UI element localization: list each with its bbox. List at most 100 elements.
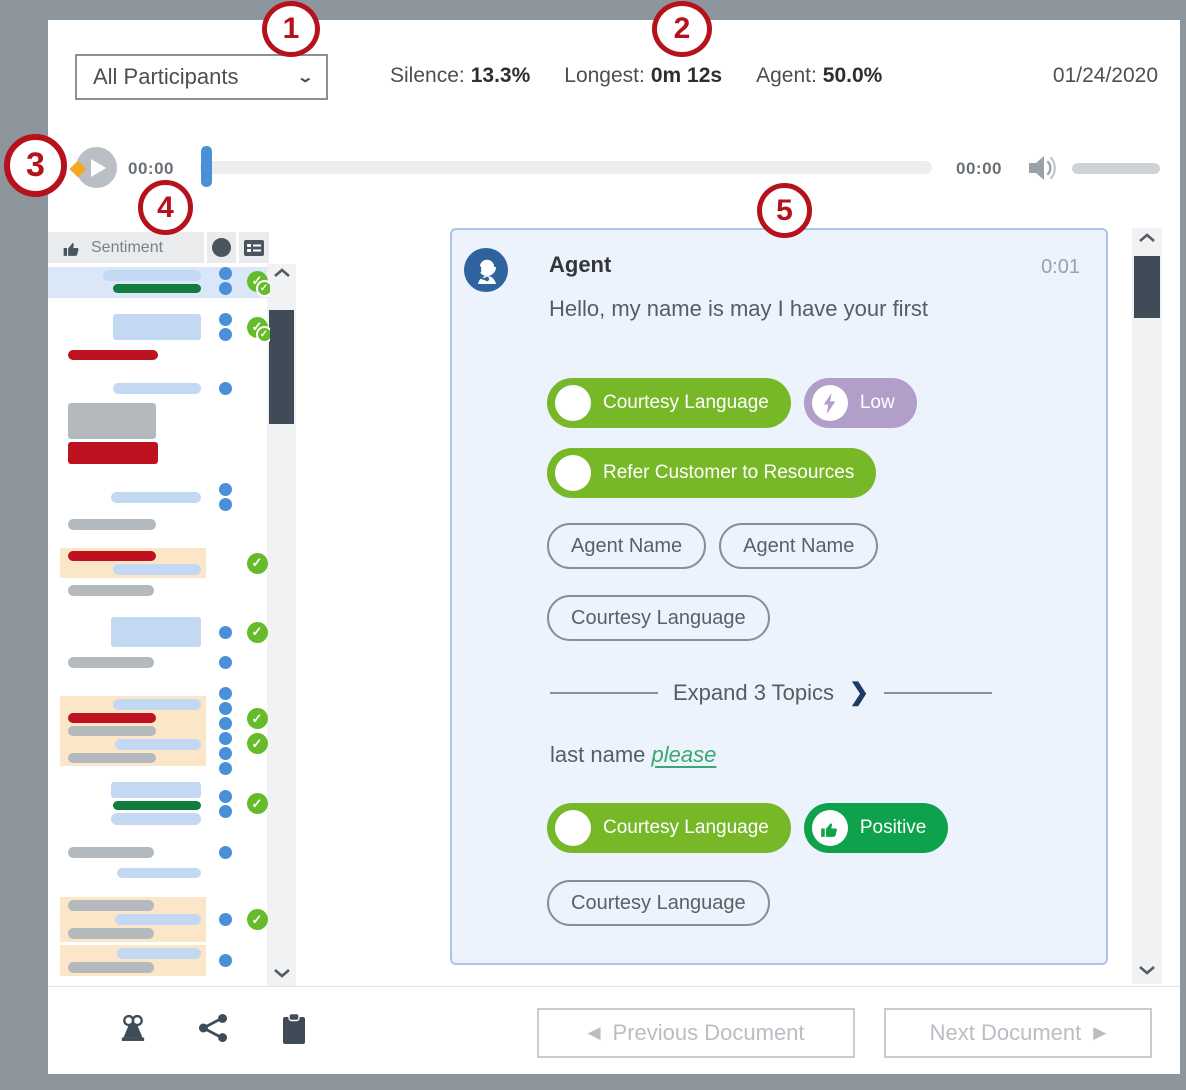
scroll-up-icon[interactable] xyxy=(267,266,296,284)
speaker-dot-icon[interactable] xyxy=(218,313,232,326)
sentiment-row[interactable]: ✓ xyxy=(48,780,270,827)
audio-position-marker[interactable] xyxy=(201,146,212,187)
sentiment-row[interactable] xyxy=(48,654,270,670)
speaker-dot-icon[interactable] xyxy=(218,747,232,760)
tag-label: Low xyxy=(859,392,895,413)
total-time: 00:00 xyxy=(956,159,1002,178)
speaker-dot-icon[interactable] xyxy=(218,845,232,859)
scroll-down-icon[interactable] xyxy=(1132,963,1162,981)
sentiment-bars xyxy=(48,312,206,342)
speaker-dot-icon[interactable] xyxy=(218,804,232,818)
tag-positive[interactable]: Positive xyxy=(803,803,949,853)
speaker-dot-icon[interactable] xyxy=(218,498,232,511)
tag-courtesy-language[interactable]: ✓ Courtesy Language xyxy=(547,803,791,853)
transcript-scrollbar[interactable] xyxy=(1132,228,1162,984)
previous-document-button[interactable]: ◀ Previous Document xyxy=(537,1008,855,1058)
sentiment-row[interactable] xyxy=(48,865,270,881)
sentiment-bars xyxy=(48,517,206,532)
speaker-dot-icon[interactable] xyxy=(218,913,232,926)
audio-progress-track[interactable] xyxy=(200,161,932,174)
sentiment-row[interactable] xyxy=(48,401,270,466)
sentiment-row[interactable] xyxy=(48,844,270,860)
annotations-column-header[interactable] xyxy=(239,232,269,263)
tag-courtesy-language[interactable]: ✓ Courtesy Language xyxy=(547,378,791,428)
callout-4: 4 xyxy=(138,180,193,235)
sentiment-row[interactable]: ✓ ✓ xyxy=(48,687,270,775)
tag-refer-customer-to-resources[interactable]: ✓ Refer Customer to Resources xyxy=(547,448,877,498)
sentiment-bar-red xyxy=(68,442,158,464)
sentiment-column-header[interactable]: Sentiment xyxy=(48,232,204,263)
check-icon[interactable]: ✓ xyxy=(246,621,268,643)
double-check-icon[interactable]: ✓ ✓ xyxy=(246,270,270,297)
check-icon[interactable]: ✓ xyxy=(246,733,268,754)
tag-row-5: ✓ Courtesy Language Positive xyxy=(547,803,949,853)
sentiment-row[interactable]: ✓ xyxy=(48,615,270,649)
speaker-dot-icon[interactable] xyxy=(218,732,232,745)
sentiment-row[interactable] xyxy=(48,582,270,598)
speaker-dot-icon[interactable] xyxy=(218,789,232,803)
sentiment-bar-blue xyxy=(111,617,201,647)
sentiment-bar-blue xyxy=(117,868,201,878)
speaker-dot-icon[interactable] xyxy=(218,954,232,967)
sentiment-bar-blue xyxy=(111,782,201,798)
tag-courtesy-language[interactable]: Courtesy Language xyxy=(547,595,770,641)
speaker-dot-icon[interactable] xyxy=(218,687,232,700)
speaker-dot-icon[interactable] xyxy=(218,762,232,775)
divider-line xyxy=(884,691,993,694)
speaker-dot-icon[interactable] xyxy=(218,483,232,496)
sentiment-bars xyxy=(48,615,206,649)
sentiment-row[interactable] xyxy=(48,380,270,396)
sentiment-bar-gray xyxy=(68,753,156,763)
sentiment-bar-blue xyxy=(115,739,201,750)
sentiment-row[interactable] xyxy=(48,516,270,532)
scroll-down-icon[interactable] xyxy=(267,966,296,984)
callout-2: 2 xyxy=(652,1,712,57)
sentiment-row[interactable] xyxy=(48,945,270,976)
tag-agent-name[interactable]: Agent Name xyxy=(719,523,879,569)
sentiment-row[interactable] xyxy=(48,483,270,511)
double-check-icon[interactable]: ✓ ✓ xyxy=(246,316,270,343)
check-icon[interactable]: ✓ xyxy=(246,552,268,574)
arrow-right-icon: ▶ xyxy=(1093,1023,1107,1042)
sentiment-bars xyxy=(48,401,206,466)
tag-low[interactable]: Low xyxy=(803,378,917,428)
sentiment-row[interactable]: ✓ xyxy=(48,897,270,942)
speaker-dots xyxy=(206,267,244,295)
speaker-dot-icon[interactable] xyxy=(218,267,232,280)
share-icon[interactable] xyxy=(196,1010,230,1051)
next-document-button[interactable]: Next Document ▶ xyxy=(884,1008,1152,1058)
expand-topics-button[interactable]: Expand 3 Topics ❯ xyxy=(550,678,993,707)
speaker-dot-icon[interactable] xyxy=(218,655,232,669)
speaker-dot-icon[interactable] xyxy=(218,381,232,395)
speaker-dot-icon[interactable] xyxy=(218,702,232,715)
clipboard-icon[interactable] xyxy=(278,1010,310,1053)
volume-slider[interactable] xyxy=(1072,163,1160,174)
please-keyword-link[interactable]: please xyxy=(651,742,717,767)
participants-dropdown[interactable]: All Participants ⌄ xyxy=(75,54,328,100)
sentiment-bars xyxy=(48,897,206,942)
binder-clip-icon[interactable] xyxy=(116,1010,150,1051)
speaker-dot-icon[interactable] xyxy=(218,625,232,639)
transcript-scrollbar-thumb[interactable] xyxy=(1134,256,1160,318)
scroll-up-icon[interactable] xyxy=(1132,231,1162,249)
sentiment-bar-gray xyxy=(68,900,154,911)
speaker-column-header[interactable] xyxy=(207,232,236,263)
sidebar-scrollbar[interactable] xyxy=(267,264,296,986)
check-icon[interactable]: ✓ xyxy=(246,708,268,729)
sentiment-row[interactable] xyxy=(48,347,270,363)
annotation-icons: ✓ ✓ xyxy=(244,270,270,297)
tag-courtesy-language[interactable]: Courtesy Language xyxy=(547,880,770,926)
sidebar-scrollbar-thumb[interactable] xyxy=(269,310,294,424)
tag-agent-name[interactable]: Agent Name xyxy=(547,523,707,569)
check-icon[interactable]: ✓ xyxy=(246,909,268,930)
speaker-dot-icon[interactable] xyxy=(218,328,232,341)
tag-label: Agent Name xyxy=(743,534,855,557)
sentiment-row[interactable]: ✓ ✓ xyxy=(48,312,270,343)
speaker-dot-icon[interactable] xyxy=(218,717,232,730)
sentiment-row[interactable]: ✓ ✓ xyxy=(48,267,270,298)
volume-icon[interactable] xyxy=(1024,150,1062,191)
speaker-dot-icon[interactable] xyxy=(218,282,232,295)
sentiment-row[interactable]: ✓ xyxy=(48,548,270,578)
check-icon[interactable]: ✓ xyxy=(246,793,268,814)
sentiment-bar-red xyxy=(68,350,158,360)
